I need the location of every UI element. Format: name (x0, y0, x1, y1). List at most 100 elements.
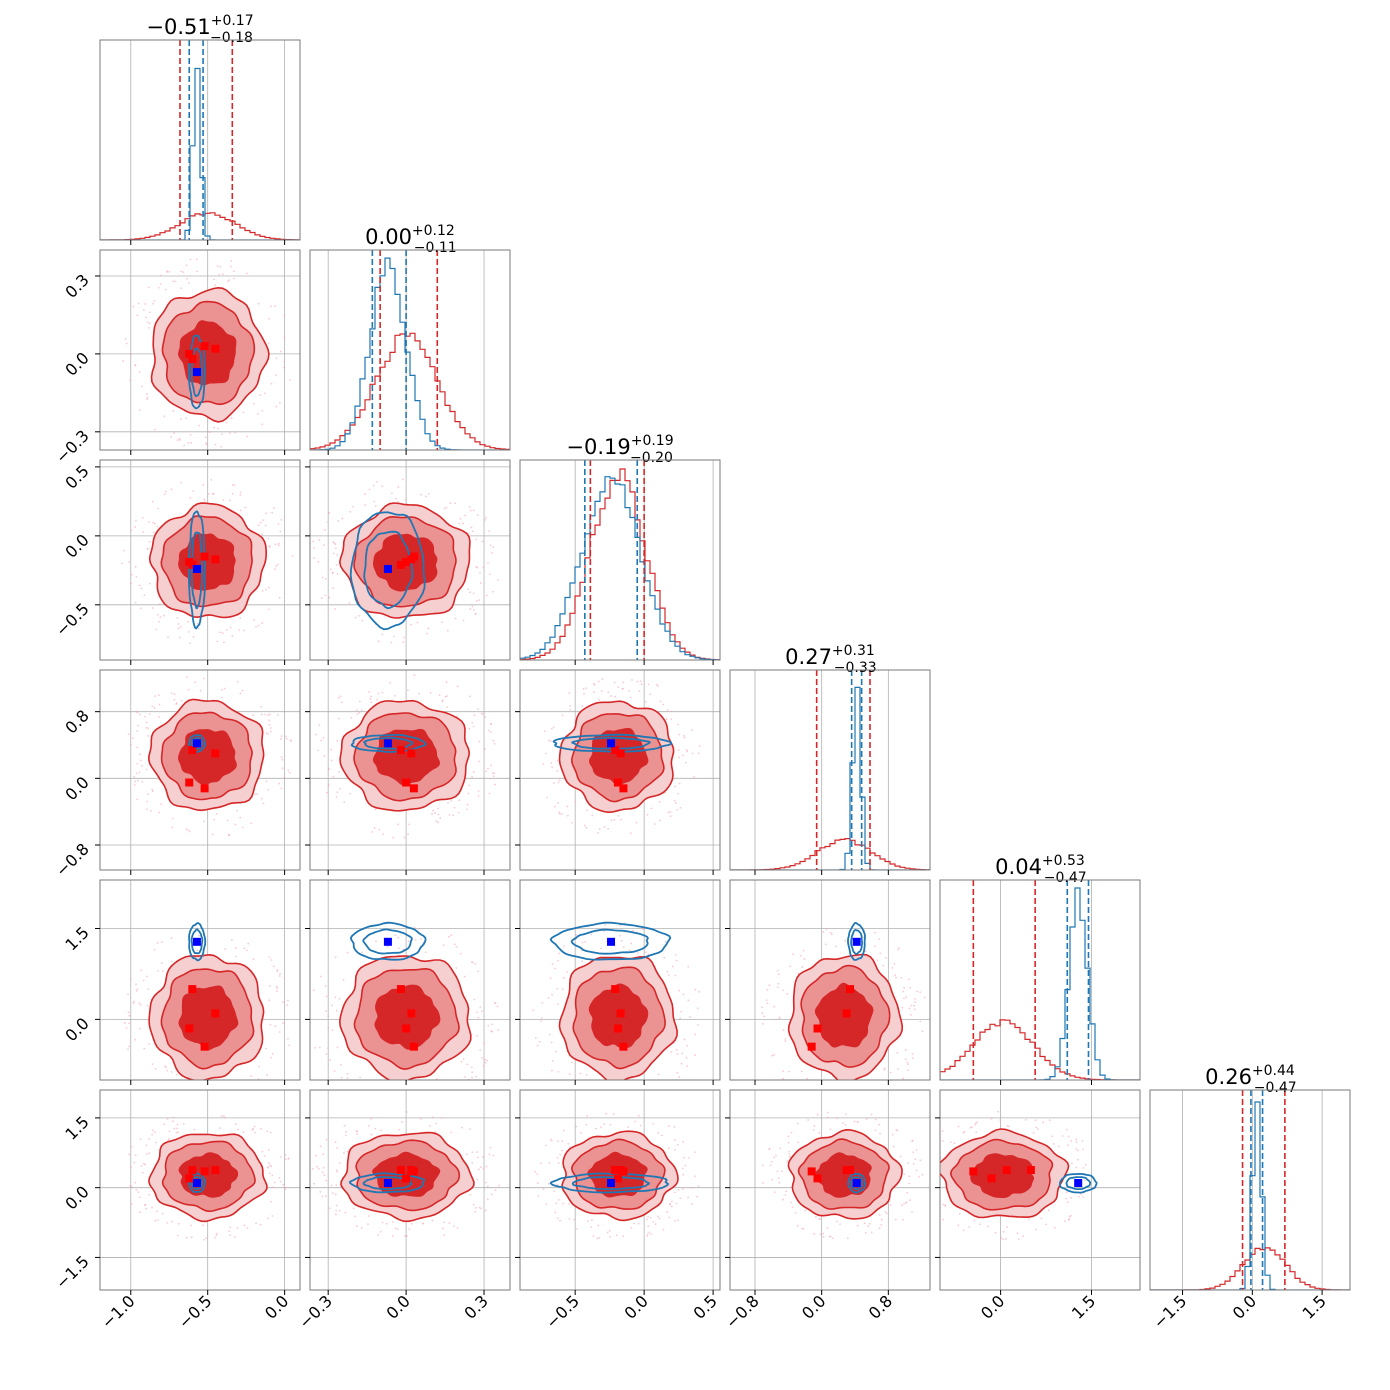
scatter-point (470, 526, 473, 529)
scatter-point (346, 951, 349, 954)
scatter-point (902, 990, 905, 993)
scatter-point (288, 1044, 291, 1047)
scatter-point (381, 691, 384, 694)
scatter-point (286, 1004, 288, 1007)
scatter-point (261, 533, 264, 536)
scatter-point (211, 833, 214, 836)
scatter-point (1057, 1145, 1060, 1148)
scatter-point (394, 694, 396, 697)
scatter-point (255, 1222, 257, 1225)
scatter-point (318, 538, 321, 541)
scatter-point (268, 586, 271, 589)
scatter-point (659, 819, 661, 822)
scatter-point (186, 277, 189, 280)
truth-marker-primary (200, 784, 209, 793)
scatter-point (874, 1129, 877, 1132)
scatter-point (158, 716, 161, 719)
truth-marker-primary (200, 1042, 209, 1051)
plot-area (520, 1090, 720, 1290)
scatter-point (777, 1177, 780, 1180)
scatter-point (154, 1131, 156, 1134)
scatter-point (471, 1161, 474, 1164)
scatter-point (322, 1166, 325, 1169)
scatter-point (666, 1211, 668, 1214)
scatter-point (459, 952, 462, 955)
scatter-point (438, 694, 441, 696)
scatter-point (154, 1219, 157, 1222)
scatter-point (239, 816, 242, 819)
scatter-point (1075, 1166, 1078, 1169)
scatter-point (935, 1168, 937, 1170)
scatter-point (813, 1125, 816, 1127)
scatter-point (585, 687, 588, 690)
scatter-point (469, 1193, 472, 1196)
scatter-point (835, 1085, 837, 1087)
scatter-point (176, 439, 179, 442)
scatter-point (275, 985, 278, 988)
scatter-point (484, 1058, 487, 1061)
scatter-point (678, 733, 681, 736)
scatter-point (215, 1234, 218, 1237)
scatter-point (137, 302, 140, 305)
scatter-point (678, 1076, 681, 1078)
scatter-point (283, 776, 286, 779)
scatter-point (148, 1138, 151, 1140)
scatter-point (474, 1206, 477, 1209)
scatter-point (944, 1204, 947, 1207)
scatter-point (160, 962, 163, 964)
scatter-point (185, 828, 188, 830)
scatter-point (790, 1131, 793, 1134)
scatter-point (669, 710, 672, 713)
scatter-point (818, 1217, 821, 1220)
scatter-point (262, 519, 265, 522)
scatter-point (1071, 1162, 1073, 1165)
scatter-point (555, 1202, 558, 1205)
scatter-point (676, 808, 679, 811)
scatter-point (278, 1031, 281, 1033)
scatter-point (153, 522, 156, 525)
scatter-point (482, 712, 485, 715)
scatter-point (197, 1106, 199, 1108)
scatter-point (773, 1005, 776, 1008)
scatter-point (456, 1227, 459, 1229)
panel-1-0: −0.30.00.3 (52, 249, 301, 467)
scatter-point (158, 694, 160, 697)
scatter-point (327, 1047, 329, 1050)
scatter-point (473, 998, 476, 1001)
scatter-point (346, 1072, 349, 1075)
scatter-point (826, 1116, 829, 1119)
scatter-point (325, 1179, 328, 1182)
panel-frame (519, 669, 721, 871)
scatter-point (1084, 1163, 1087, 1166)
scatter-point (343, 1152, 345, 1154)
scatter-point (609, 1123, 612, 1126)
scatter-point (367, 1215, 370, 1217)
scatter-point (689, 1016, 692, 1018)
scatter-point (209, 431, 211, 433)
scatter-point (489, 1146, 492, 1149)
scatter-point (147, 548, 149, 551)
scatter-point (1068, 1215, 1071, 1218)
scatter-point (397, 823, 400, 826)
scatter-point (134, 526, 137, 528)
scatter-point (378, 828, 381, 831)
scatter-point (677, 749, 680, 752)
scatter-point (649, 1216, 652, 1219)
scatter-point (187, 630, 190, 633)
scatter-point (335, 796, 338, 799)
title-value: 0.27+0.31 (785, 643, 875, 669)
scatter-point (328, 511, 331, 514)
scatter-point (189, 1106, 191, 1108)
scatter-point (267, 733, 270, 736)
scatter-point (634, 1120, 637, 1123)
scatter-point (232, 277, 235, 280)
scatter-point (165, 1066, 167, 1069)
plot-area (100, 460, 300, 660)
contour-secondary-inner (190, 928, 204, 955)
scatter-point (914, 1001, 916, 1004)
scatter-point (583, 692, 585, 695)
scatter-point (278, 542, 280, 545)
scatter-point (127, 733, 130, 736)
truth-marker-primary (846, 985, 854, 994)
panel-frame (939, 879, 1141, 1081)
